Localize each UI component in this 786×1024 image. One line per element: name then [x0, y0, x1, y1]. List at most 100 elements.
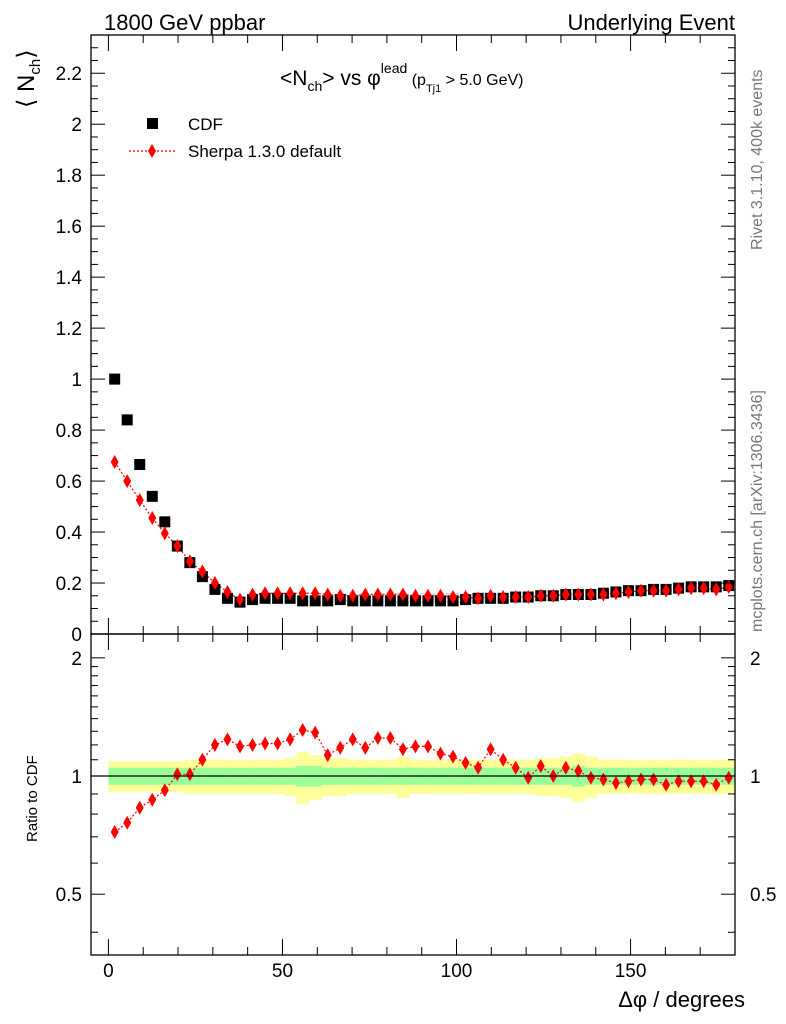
ratio-sherpa-point: [323, 748, 332, 763]
ratio-sherpa-point: [712, 777, 721, 792]
ratio-sherpa-point: [724, 770, 733, 785]
sherpa-point: [298, 586, 307, 601]
ratio-sherpa-point: [449, 749, 458, 764]
main-y-tick-label: 2: [71, 115, 82, 136]
ratio-sherpa-point: [185, 767, 194, 782]
main-y-tick-label: 1.4: [56, 268, 83, 289]
ratio-sherpa-point: [148, 792, 157, 807]
sherpa-point: [687, 581, 696, 596]
sherpa-point: [474, 591, 483, 606]
sherpa-point: [511, 590, 520, 605]
ratio-sherpa-point: [386, 730, 395, 745]
ratio-sherpa-point: [248, 737, 257, 752]
ratio-sherpa-point: [561, 760, 570, 775]
x-tick-label: 0: [103, 961, 114, 982]
main-y-tick-label: 1: [71, 370, 82, 391]
main-y-tick-label: 0: [71, 625, 82, 646]
x-tick-label: 150: [615, 961, 647, 982]
sherpa-point: [436, 588, 445, 603]
sherpa-point: [198, 564, 207, 579]
ratio-panel-frame: [90, 633, 736, 956]
ratio-sherpa-point: [674, 774, 683, 789]
sherpa-point: [423, 588, 432, 603]
sherpa-point: [536, 588, 545, 603]
legend-cdf-label: CDF: [188, 115, 223, 134]
sherpa-point: [599, 587, 608, 602]
main-y-tick-label: 1.2: [56, 319, 82, 340]
legend-cdf-marker: [147, 118, 158, 129]
sherpa-point: [398, 587, 407, 602]
sherpa-point: [361, 587, 370, 602]
legend: CDF Sherpa 1.3.0 default: [129, 115, 341, 161]
ratio-y-tick-label: 1: [71, 767, 82, 788]
sherpa-point: [323, 587, 332, 602]
sherpa-point: [248, 587, 257, 602]
ratio-sherpa-point: [223, 732, 232, 747]
sherpa-point: [386, 587, 395, 602]
ratio-sherpa-point: [699, 774, 708, 789]
sherpa-point: [336, 588, 345, 603]
cdf-point: [297, 595, 309, 607]
sherpa-point: [624, 584, 633, 599]
ratio-sherpa-point: [273, 736, 282, 751]
ratio-sherpa-point: [173, 767, 182, 782]
sherpa-point: [273, 586, 282, 601]
sherpa-point: [235, 592, 244, 607]
main-y-tick-label: 0.6: [56, 472, 82, 493]
legend-sherpa-marker: [148, 144, 156, 158]
ylabel-main: ⟨ N: [13, 75, 40, 108]
cdf-point: [146, 490, 158, 502]
sherpa-point: [261, 586, 270, 601]
ratio-sherpa-point: [336, 740, 345, 755]
header-right: Underlying Event: [567, 10, 735, 35]
sherpa-point: [173, 539, 182, 554]
ratio-sherpa-point: [235, 739, 244, 754]
sherpa-point: [311, 586, 320, 601]
ratio-sherpa-point: [135, 800, 144, 815]
sherpa-point: [561, 587, 570, 602]
ratio-y-tick-label-right: 1: [750, 767, 761, 788]
ratio-sherpa-point: [574, 763, 583, 778]
ratio-sherpa-point: [687, 774, 696, 789]
main-y-tick-label: 1.8: [56, 166, 82, 187]
ratio-sherpa-point: [586, 770, 595, 785]
main-y-axis-label: ⟨ Nch⟩: [13, 49, 44, 108]
ratio-sherpa-point: [423, 739, 432, 754]
cdf-point: [134, 458, 146, 470]
ratio-y-tick-label-right: 0.5: [750, 885, 776, 906]
sherpa-point: [637, 583, 646, 598]
sherpa-point: [411, 588, 420, 603]
main-y-tick-label: 0.4: [56, 523, 83, 544]
sherpa-point: [712, 582, 721, 597]
ratio-sherpa-point: [474, 760, 483, 775]
sherpa-point: [461, 590, 470, 605]
sherpa-point: [185, 554, 194, 569]
cdf-point: [121, 414, 133, 426]
header-left: 1800 GeV ppbar: [104, 10, 265, 35]
ratio-sherpa-point: [160, 783, 169, 798]
ratio-sherpa-point: [461, 755, 470, 770]
ratio-sherpa-point: [373, 730, 382, 745]
ratio-sherpa-point: [198, 752, 207, 767]
sherpa-point: [649, 583, 658, 598]
ratio-y-axis-label: Ratio to CDF: [24, 755, 41, 842]
x-axis-label: Δφ / degrees: [618, 987, 745, 1012]
ratio-sherpa-point: [536, 759, 545, 774]
sherpa-point: [699, 581, 708, 596]
cdf-point: [109, 373, 121, 385]
ratio-sherpa-point: [624, 774, 633, 789]
sherpa-point: [586, 587, 595, 602]
sherpa-point: [123, 474, 132, 489]
ratio-y-tick-label: 2: [71, 649, 82, 670]
ratio-sherpa-point: [110, 825, 119, 840]
sherpa-point: [674, 582, 683, 597]
main-y-tick-label: 2.2: [56, 64, 82, 85]
ratio-sherpa-point: [524, 770, 533, 785]
legend-sherpa-label: Sherpa 1.3.0 default: [188, 142, 341, 161]
sherpa-point: [499, 590, 508, 605]
sherpa-point: [286, 586, 295, 601]
sherpa-point: [160, 526, 169, 541]
ratio-sherpa-point: [486, 742, 495, 757]
chart-title: <Nch> vs φlead (pTj1 > 5.0 GeV): [280, 60, 523, 95]
